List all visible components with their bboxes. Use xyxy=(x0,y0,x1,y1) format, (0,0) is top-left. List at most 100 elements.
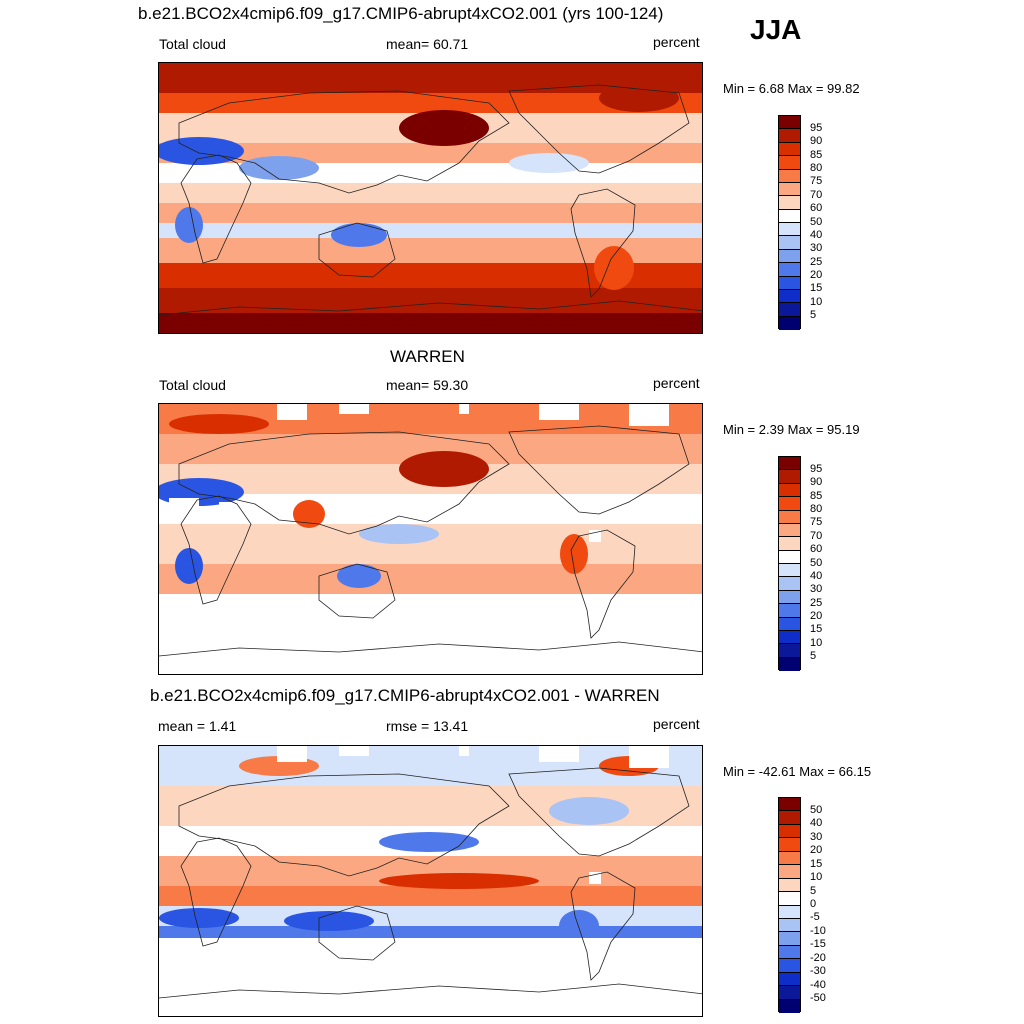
colorbar-swatch xyxy=(779,457,800,471)
panel-2-heading: WARREN xyxy=(390,347,465,366)
colorbar-swatch xyxy=(779,590,800,605)
colorbar-swatch xyxy=(779,959,800,973)
colorbar-tick-label: 60 xyxy=(810,543,823,556)
colorbar-swatch xyxy=(779,182,800,197)
panel-2-colorbar xyxy=(778,456,801,671)
colorbar-swatch xyxy=(779,878,800,893)
colorbar-swatch xyxy=(779,838,800,852)
panel-2-min-max: Min = 2.39 Max = 95.19 xyxy=(723,422,860,437)
panel-1-map xyxy=(158,62,703,334)
panel-2-mean-label: mean= 59.30 xyxy=(386,377,469,393)
colorbar-swatch xyxy=(779,129,800,143)
colorbar-tick-label: 0 xyxy=(810,898,817,910)
colorbar-swatch xyxy=(779,276,800,290)
colorbar-tick-label: 70 xyxy=(810,188,823,201)
colorbar-tick-label: 40 xyxy=(810,569,823,582)
colorbar-swatch xyxy=(779,932,800,946)
colorbar-swatch xyxy=(779,918,800,933)
colorbar-swatch xyxy=(779,523,800,538)
colorbar-swatch xyxy=(779,851,800,866)
colorbar-swatch xyxy=(779,824,800,839)
colorbar-swatch xyxy=(779,483,800,498)
colorbar-tick-label: 30 xyxy=(810,830,823,843)
colorbar-swatch xyxy=(779,497,800,511)
colorbar-swatch xyxy=(779,209,800,223)
colorbar-swatch xyxy=(779,470,800,484)
colorbar-tick-label: 90 xyxy=(810,135,823,148)
colorbar-swatch xyxy=(779,892,800,906)
panel-2-variable-label: Total cloud xyxy=(159,377,226,393)
panel-1-colorbar xyxy=(778,115,801,330)
colorbar-tick-label: 15 xyxy=(810,857,823,870)
panel-3-min-max: Min = -42.61 Max = 66.15 xyxy=(723,764,872,779)
colorbar-tick-label: 25 xyxy=(810,255,823,268)
colorbar-swatch xyxy=(779,249,800,264)
colorbar-swatch xyxy=(779,999,800,1013)
colorbar-swatch xyxy=(779,236,800,250)
colorbar-tick-label: -50 xyxy=(810,992,826,1005)
colorbar-tick-label: 20 xyxy=(810,610,823,622)
panel-3-heading: b.e21.BCO2x4cmip6.f09_g17.CMIP6-abrupt4x… xyxy=(150,686,660,705)
colorbar-tick-label: -40 xyxy=(810,978,826,991)
colorbar-tick-label: 85 xyxy=(810,489,823,502)
colorbar-swatch xyxy=(779,644,800,658)
colorbar-tick-label: 15 xyxy=(810,282,823,295)
colorbar-swatch xyxy=(779,142,800,157)
colorbar-tick-label: 75 xyxy=(810,175,823,188)
colorbar-swatch xyxy=(779,537,800,551)
colorbar-tick-label: 70 xyxy=(810,529,823,542)
colorbar-tick-label: -30 xyxy=(810,965,826,978)
colorbar-tick-label: 20 xyxy=(810,844,823,857)
colorbar-tick-label: 90 xyxy=(810,476,823,489)
colorbar-swatch xyxy=(779,316,800,330)
colorbar-tick-label: 50 xyxy=(810,556,823,569)
colorbar-swatch xyxy=(779,564,800,578)
colorbar-tick-label: 95 xyxy=(810,121,823,134)
colorbar-swatch xyxy=(779,289,800,304)
colorbar-tick-label: 10 xyxy=(810,636,823,649)
colorbar-tick-label: 85 xyxy=(810,148,823,161)
colorbar-tick-label: 95 xyxy=(810,462,823,475)
colorbar-tick-label: 10 xyxy=(810,295,823,308)
colorbar-swatch xyxy=(779,986,800,1000)
colorbar-swatch xyxy=(779,510,800,524)
panel-3-colorbar xyxy=(778,797,801,1013)
panel-2-map xyxy=(158,403,703,675)
colorbar-tick-label: 5 xyxy=(810,309,817,322)
colorbar-tick-label: 40 xyxy=(810,228,823,241)
colorbar-swatch xyxy=(779,657,800,671)
colorbar-tick-label: 25 xyxy=(810,596,823,609)
colorbar-swatch xyxy=(779,972,800,987)
panel-1-heading: b.e21.BCO2x4cmip6.f09_g17.CMIP6-abrupt4x… xyxy=(138,4,664,23)
colorbar-swatch xyxy=(779,945,800,960)
colorbar-tick-label: 10 xyxy=(810,871,823,884)
colorbar-swatch xyxy=(779,604,800,618)
colorbar-swatch xyxy=(779,550,800,564)
colorbar-tick-label: -10 xyxy=(810,924,826,937)
colorbar-tick-label: -5 xyxy=(810,911,820,924)
colorbar-tick-label: 80 xyxy=(810,162,823,174)
colorbar-swatch xyxy=(779,577,800,591)
panel-2-units-label: percent xyxy=(653,375,700,391)
colorbar-swatch xyxy=(779,905,800,919)
colorbar-swatch xyxy=(779,811,800,825)
colorbar-swatch xyxy=(779,617,800,631)
panel-3-units-label: percent xyxy=(653,716,700,732)
colorbar-tick-label: 75 xyxy=(810,516,823,529)
panel-1-min-max: Min = 6.68 Max = 99.82 xyxy=(723,81,860,96)
colorbar-tick-label: -15 xyxy=(810,938,826,951)
colorbar-tick-label: 30 xyxy=(810,242,823,255)
colorbar-swatch xyxy=(779,196,800,210)
panel-3-rmse-label: rmse = 13.41 xyxy=(386,718,469,734)
colorbar-tick-label: 30 xyxy=(810,583,823,596)
colorbar-swatch xyxy=(779,865,800,879)
colorbar-tick-label: 5 xyxy=(810,884,817,897)
panel-3-map xyxy=(158,745,703,1017)
colorbar-swatch xyxy=(779,169,800,183)
colorbar-swatch xyxy=(779,223,800,237)
panel-1-mean-label: mean= 60.71 xyxy=(386,36,469,52)
colorbar-tick-label: -20 xyxy=(810,951,826,964)
colorbar-swatch xyxy=(779,156,800,170)
colorbar-tick-label: 5 xyxy=(810,650,817,663)
panel-1-units-label: percent xyxy=(653,34,700,50)
